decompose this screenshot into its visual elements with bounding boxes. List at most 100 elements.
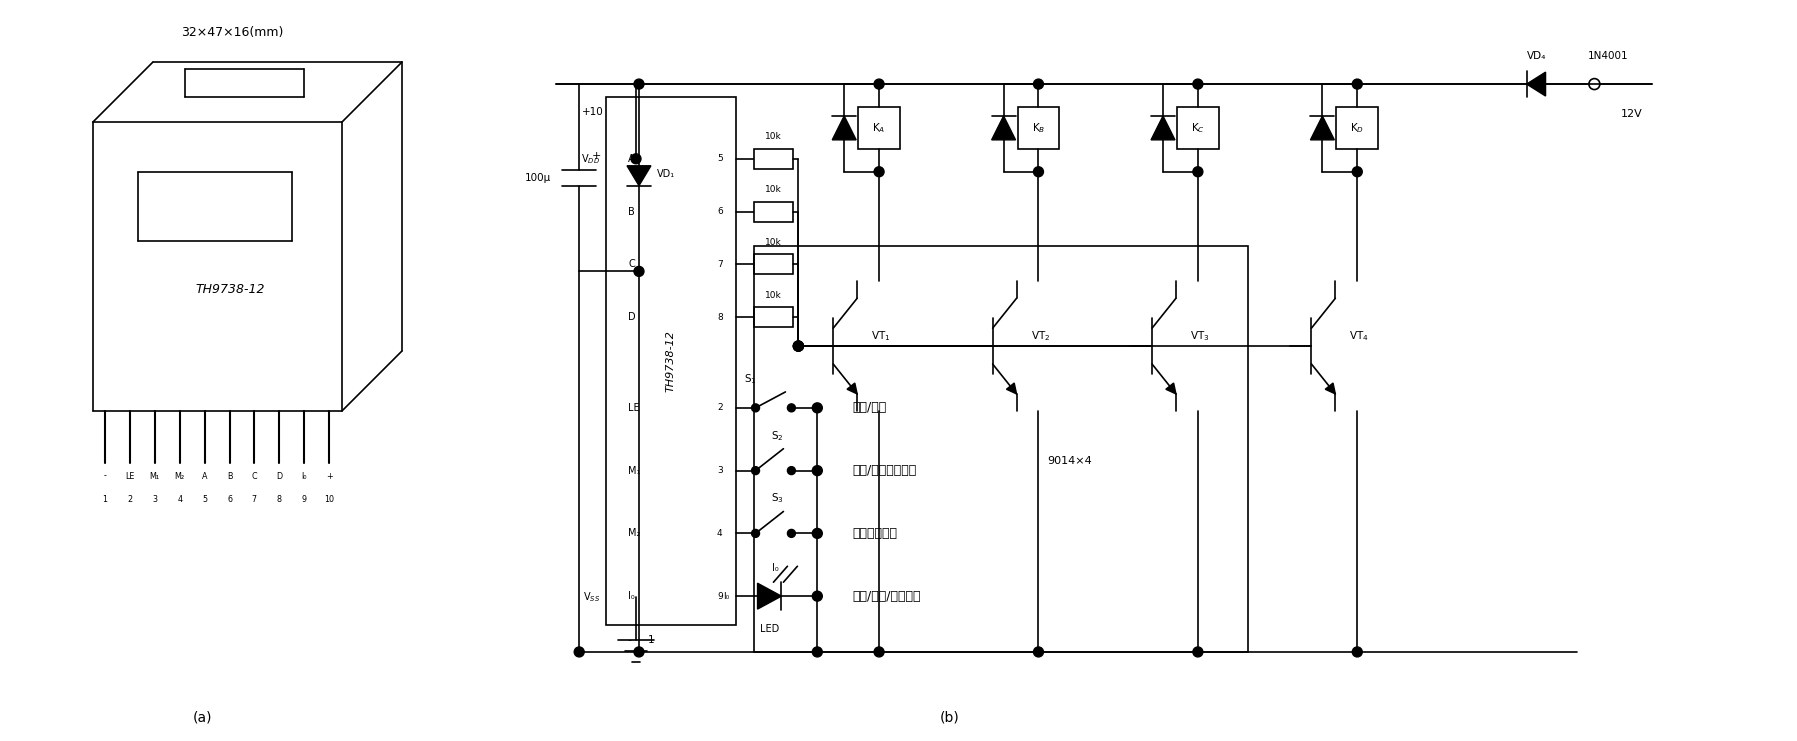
- Text: 9: 9: [717, 591, 722, 601]
- Text: 10k: 10k: [766, 238, 782, 247]
- Circle shape: [1033, 167, 1044, 177]
- Circle shape: [634, 647, 643, 657]
- Text: LED: LED: [760, 624, 780, 634]
- Text: (b): (b): [940, 711, 960, 725]
- Text: 5: 5: [717, 154, 722, 163]
- Text: TH9738-12: TH9738-12: [196, 283, 264, 296]
- Bar: [753, 202, 794, 222]
- Text: 非锁/瞬态输出选择: 非锁/瞬态输出选择: [852, 464, 916, 477]
- Text: 1: 1: [649, 635, 654, 645]
- Text: B: B: [226, 471, 232, 481]
- Text: M₂: M₂: [627, 528, 640, 539]
- Circle shape: [1193, 167, 1202, 177]
- Text: A: A: [627, 154, 634, 164]
- Circle shape: [812, 528, 823, 539]
- Polygon shape: [758, 583, 782, 609]
- Circle shape: [787, 467, 796, 474]
- Text: VT$_4$: VT$_4$: [1350, 329, 1369, 343]
- Text: 10k: 10k: [766, 290, 782, 300]
- Bar: [1017, 107, 1060, 149]
- Polygon shape: [1152, 116, 1175, 140]
- Circle shape: [1033, 647, 1044, 657]
- Text: LE: LE: [627, 403, 640, 413]
- Text: D: D: [277, 471, 282, 481]
- Polygon shape: [1310, 116, 1335, 140]
- Bar: [606, 97, 735, 625]
- Text: 5: 5: [201, 494, 207, 504]
- Text: I₀: I₀: [773, 563, 778, 574]
- Text: -: -: [104, 471, 106, 481]
- Text: 6: 6: [717, 207, 722, 216]
- Text: +: +: [325, 471, 332, 481]
- Polygon shape: [627, 166, 651, 186]
- Text: 1: 1: [102, 494, 108, 504]
- Circle shape: [751, 529, 760, 537]
- Circle shape: [631, 154, 642, 164]
- Circle shape: [794, 341, 803, 351]
- Text: TH9738-12: TH9738-12: [667, 330, 676, 392]
- Text: (a): (a): [192, 711, 212, 725]
- Text: 解码/记忆/擦除指示: 解码/记忆/擦除指示: [852, 590, 920, 602]
- Circle shape: [794, 341, 803, 351]
- Text: VD₁: VD₁: [658, 169, 676, 179]
- Text: 4: 4: [178, 494, 181, 504]
- Circle shape: [1353, 79, 1362, 89]
- Text: S$_3$: S$_3$: [771, 492, 783, 505]
- Circle shape: [787, 404, 796, 412]
- Bar: [859, 107, 900, 149]
- Text: LE: LE: [126, 471, 135, 481]
- Text: 记忆/擦除: 记忆/擦除: [852, 402, 886, 414]
- Circle shape: [812, 647, 823, 657]
- Text: 2: 2: [128, 494, 133, 504]
- Text: B: B: [627, 207, 634, 216]
- Polygon shape: [1006, 383, 1017, 394]
- Circle shape: [873, 647, 884, 657]
- Circle shape: [787, 529, 796, 537]
- Polygon shape: [1324, 383, 1335, 394]
- Bar: [753, 308, 794, 328]
- Text: 双稳输出选择: 双稳输出选择: [852, 527, 897, 540]
- Circle shape: [1353, 167, 1362, 177]
- Text: I₀: I₀: [627, 591, 634, 601]
- Text: 1N4001: 1N4001: [1587, 51, 1628, 62]
- Text: VT$_3$: VT$_3$: [1190, 329, 1209, 343]
- Text: K$_A$: K$_A$: [872, 121, 886, 135]
- Text: VT$_1$: VT$_1$: [872, 329, 891, 343]
- Polygon shape: [992, 116, 1015, 140]
- Text: D: D: [627, 312, 636, 322]
- Text: VD₄: VD₄: [1527, 51, 1545, 62]
- Text: 7: 7: [717, 260, 722, 269]
- Text: M₁: M₁: [149, 471, 160, 481]
- Text: C: C: [252, 471, 257, 481]
- Text: 32×47×16(mm): 32×47×16(mm): [181, 26, 284, 39]
- Circle shape: [812, 465, 823, 476]
- Polygon shape: [1166, 383, 1175, 394]
- Circle shape: [812, 403, 823, 413]
- Text: +10: +10: [582, 107, 604, 117]
- Text: V$_{SS}$: V$_{SS}$: [582, 591, 600, 604]
- Text: -: -: [627, 635, 631, 645]
- Text: A: A: [201, 471, 207, 481]
- Polygon shape: [1527, 72, 1545, 96]
- Circle shape: [634, 267, 643, 276]
- Circle shape: [812, 591, 823, 601]
- Circle shape: [1193, 79, 1202, 89]
- Text: M₁: M₁: [627, 465, 640, 476]
- Text: VT$_2$: VT$_2$: [1030, 329, 1049, 343]
- Text: 2: 2: [717, 403, 722, 412]
- Text: 9014×4: 9014×4: [1048, 456, 1093, 465]
- Circle shape: [794, 341, 803, 351]
- Circle shape: [873, 167, 884, 177]
- Text: 3: 3: [153, 494, 158, 504]
- Circle shape: [794, 341, 803, 351]
- Text: 10k: 10k: [766, 133, 782, 142]
- Circle shape: [1353, 647, 1362, 657]
- Circle shape: [1193, 647, 1202, 657]
- Bar: [753, 254, 794, 274]
- Text: I₀: I₀: [302, 471, 307, 481]
- Text: 9: 9: [302, 494, 307, 504]
- Text: M₂: M₂: [174, 471, 185, 481]
- Circle shape: [751, 467, 760, 474]
- Text: 12V: 12V: [1621, 109, 1642, 119]
- Text: 7: 7: [252, 494, 257, 504]
